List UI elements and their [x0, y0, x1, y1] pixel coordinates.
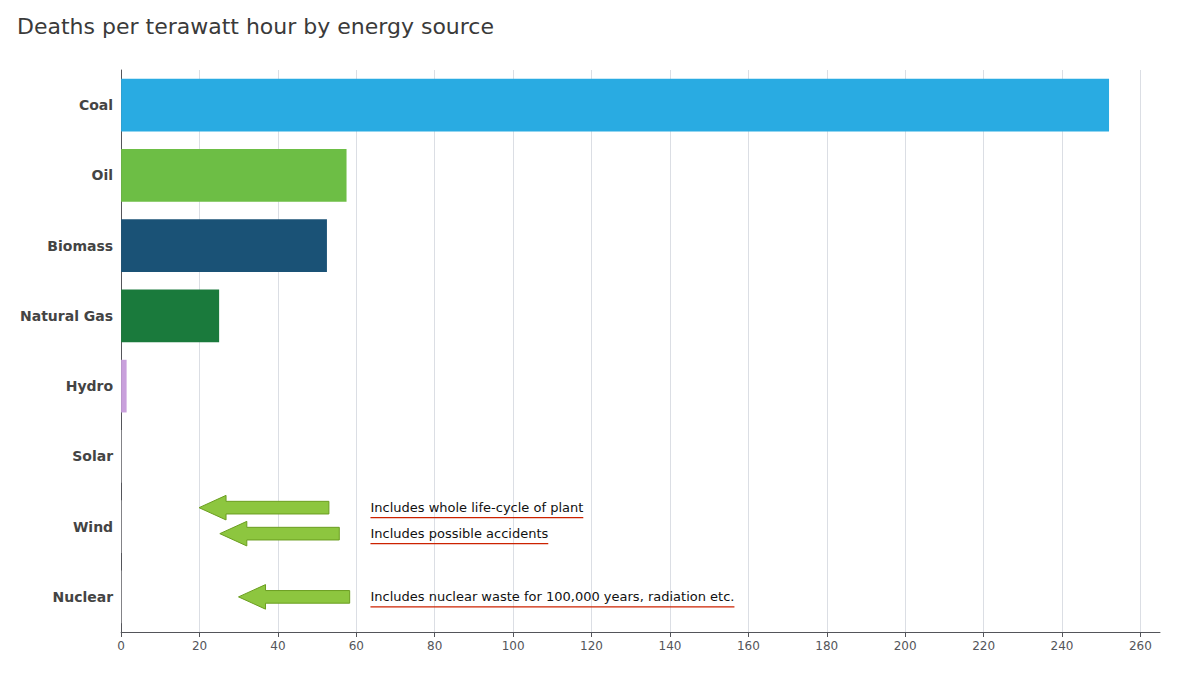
svg-text:140: 140: [659, 639, 682, 653]
svg-text:Coal: Coal: [79, 97, 113, 113]
svg-text:Hydro: Hydro: [66, 378, 114, 394]
svg-text:180: 180: [815, 639, 838, 653]
svg-text:120: 120: [580, 639, 603, 653]
svg-text:160: 160: [737, 639, 760, 653]
svg-text:Includes nuclear waste for 100: Includes nuclear waste for 100,000 years…: [370, 589, 734, 604]
svg-text:Oil: Oil: [92, 167, 114, 183]
svg-text:Includes whole life-cycle of p: Includes whole life-cycle of plant: [370, 500, 583, 515]
svg-text:240: 240: [1051, 639, 1074, 653]
svg-text:60: 60: [349, 639, 364, 653]
svg-text:40: 40: [270, 639, 285, 653]
svg-text:Solar: Solar: [72, 448, 113, 464]
svg-text:200: 200: [894, 639, 917, 653]
svg-text:100: 100: [502, 639, 525, 653]
svg-text:Nuclear: Nuclear: [52, 589, 113, 605]
svg-text:Includes possible accidents: Includes possible accidents: [370, 526, 548, 541]
svg-text:Deaths per terawatt hour by en: Deaths per terawatt hour by energy sourc…: [17, 14, 494, 39]
svg-text:Wind: Wind: [73, 519, 113, 535]
svg-text:20: 20: [192, 639, 207, 653]
svg-text:260: 260: [1129, 639, 1152, 653]
svg-text:Natural Gas: Natural Gas: [20, 308, 113, 324]
svg-text:0: 0: [117, 639, 125, 653]
svg-text:Biomass: Biomass: [47, 238, 113, 254]
svg-text:220: 220: [972, 639, 995, 653]
svg-text:80: 80: [427, 639, 442, 653]
